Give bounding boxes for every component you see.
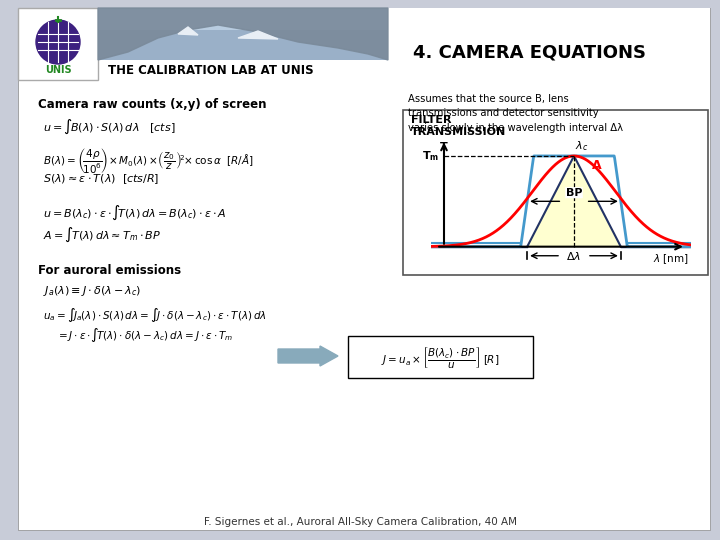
Text: UNIS: UNIS [45,65,71,75]
Text: $u_a=\int\! J_a(\lambda)\cdot S(\lambda)\,d\lambda=\int\! J\cdot\delta(\lambda-\: $u_a=\int\! J_a(\lambda)\cdot S(\lambda)… [43,306,266,324]
Polygon shape [98,8,388,60]
Text: T: T [440,143,448,152]
Text: For auroral emissions: For auroral emissions [38,264,181,277]
Bar [98,8,388,60]
Bar [403,110,708,275]
Text: F. Sigernes et al., Auroral All-Sky Camera Calibration, 40 AM: F. Sigernes et al., Auroral All-Sky Came… [204,517,516,527]
Text: $J_a(\lambda)\equiv J\cdot\delta(\lambda-\lambda_c)$: $J_a(\lambda)\equiv J\cdot\delta(\lambda… [43,284,141,298]
Bar [18,8,710,80]
Text: TRANSMISSION: TRANSMISSION [411,127,506,137]
Text: $\lambda_c$: $\lambda_c$ [575,140,588,153]
Text: $= J\cdot\varepsilon\cdot\!\int\! T(\lambda)\cdot\delta(\lambda-\lambda_c)\,d\la: $= J\cdot\varepsilon\cdot\!\int\! T(\lam… [56,326,233,344]
Text: THE CALIBRATION LAB AT UNIS: THE CALIBRATION LAB AT UNIS [108,64,314,77]
Text: Camera raw counts (x,y) of screen: Camera raw counts (x,y) of screen [38,98,266,111]
Bar [18,8,98,80]
Text: $u = B(\lambda_c)\cdot\varepsilon\cdot\!\int\! T(\lambda)\,d\lambda = B(\lambda_: $u = B(\lambda_c)\cdot\varepsilon\cdot\!… [43,204,227,222]
Text: $\Delta\lambda$: $\Delta\lambda$ [567,249,582,262]
Text: $u = \int\! B(\lambda)\cdot S(\lambda)\,d\lambda \quad [cts]$: $u = \int\! B(\lambda)\cdot S(\lambda)\,… [43,118,176,136]
FancyArrow shape [278,346,338,366]
Circle shape [36,20,80,64]
Text: Assumes that the source B, lens
transmissions and detector sensitivity
varies sl: Assumes that the source B, lens transmis… [408,94,623,133]
Polygon shape [178,27,198,35]
Text: $B(\lambda)=\left(\!\dfrac{4\rho}{10^6}\!\right)\!\times M_0(\lambda)\times\!\le: $B(\lambda)=\left(\!\dfrac{4\rho}{10^6}\… [43,146,253,175]
Bar [98,8,388,30]
Text: A: A [593,159,602,172]
Text: $A=\int\! T(\lambda)\,d\lambda\approx T_m\cdot BP$: $A=\int\! T(\lambda)\,d\lambda\approx T_… [43,226,161,244]
Text: $S(\lambda)\approx\varepsilon\cdot T(\lambda)\ \ [cts/R]$: $S(\lambda)\approx\varepsilon\cdot T(\la… [43,172,159,186]
Text: FILTER: FILTER [411,115,451,125]
Polygon shape [238,31,278,39]
Text: $\mathbf{T_m}$: $\mathbf{T_m}$ [422,149,438,163]
Bar [348,336,533,378]
Text: $J=u_a\times\left[\dfrac{B(\lambda_c)\cdot BP}{u}\right]\ [R]$: $J=u_a\times\left[\dfrac{B(\lambda_c)\cd… [382,345,500,369]
Text: BP: BP [566,188,582,198]
Text: 4. CAMERA EQUATIONS: 4. CAMERA EQUATIONS [413,44,646,62]
Polygon shape [431,156,691,247]
Text: $\lambda$ [nm]: $\lambda$ [nm] [652,252,688,266]
